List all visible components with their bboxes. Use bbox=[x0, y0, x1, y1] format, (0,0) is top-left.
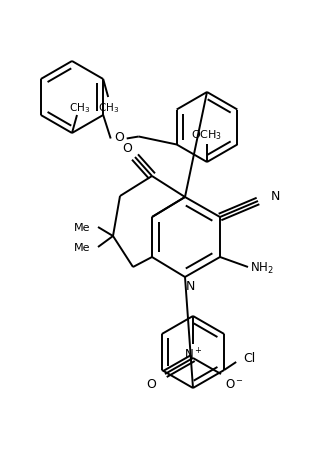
Text: N: N bbox=[271, 190, 280, 203]
Text: O: O bbox=[146, 377, 156, 391]
Text: N: N bbox=[185, 279, 195, 292]
Text: CH$_3$: CH$_3$ bbox=[98, 101, 119, 115]
Text: OCH$_3$: OCH$_3$ bbox=[191, 128, 223, 142]
Text: Me: Me bbox=[74, 222, 90, 232]
Text: Me: Me bbox=[74, 243, 90, 253]
Text: O$^-$: O$^-$ bbox=[226, 377, 245, 391]
Text: CH$_3$: CH$_3$ bbox=[69, 101, 91, 115]
Text: NH$_2$: NH$_2$ bbox=[250, 260, 274, 275]
Text: N$^+$: N$^+$ bbox=[184, 346, 202, 362]
Text: O: O bbox=[122, 141, 132, 154]
Text: Cl: Cl bbox=[243, 352, 255, 365]
Text: O: O bbox=[114, 131, 124, 144]
